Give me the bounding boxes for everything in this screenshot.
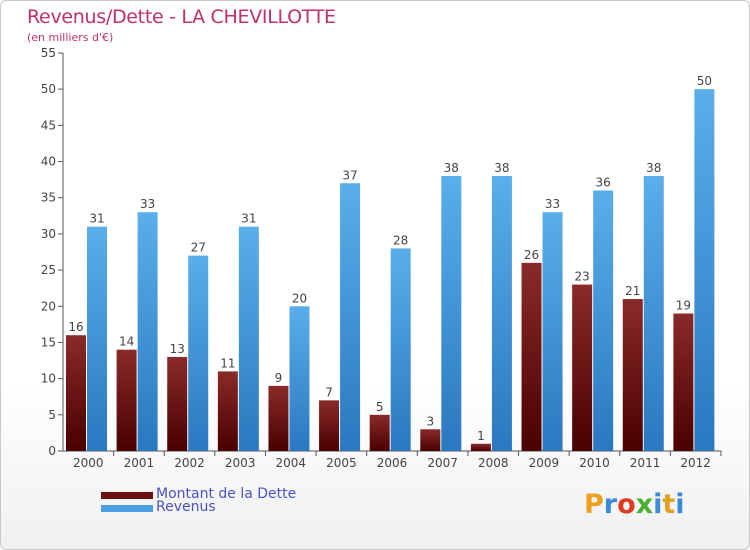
x-tick-label: 2010	[579, 456, 610, 470]
logo-letter: o	[617, 489, 636, 520]
data-label-dette: 1	[477, 429, 485, 443]
data-label-revenus: 50	[697, 74, 712, 88]
data-label-revenus: 28	[393, 233, 408, 247]
data-label-dette: 23	[575, 270, 590, 284]
logo-letter: P	[584, 489, 604, 520]
data-label-dette: 16	[68, 320, 83, 334]
x-tick-label: 2011	[630, 456, 661, 470]
y-tick-label: 40	[41, 155, 56, 169]
bar-dette	[369, 414, 390, 451]
data-label-revenus: 27	[191, 241, 206, 255]
data-label-revenus: 33	[140, 197, 155, 211]
y-tick-label: 20	[41, 299, 56, 313]
y-tick-label: 15	[41, 335, 56, 349]
x-tick-label: 2003	[225, 456, 256, 470]
data-label-dette: 3	[426, 414, 434, 428]
bar-revenus	[87, 226, 107, 451]
bar-dette	[673, 313, 694, 451]
logo-letter: t	[662, 489, 676, 520]
x-tick-label: 2000	[73, 456, 104, 470]
bar-dette	[116, 349, 137, 451]
x-tick-label: 2004	[275, 456, 306, 470]
bar-dette	[622, 299, 643, 451]
x-tick-label: 2012	[680, 456, 711, 470]
legend-dette-label: Montant de la Dette	[156, 486, 297, 502]
x-tick-label: 2002	[174, 456, 205, 470]
legend-revenus-label: Revenus	[156, 499, 216, 515]
bar-revenus	[643, 176, 664, 451]
data-label-dette: 14	[119, 335, 134, 349]
logo-letter: r	[603, 489, 618, 520]
bar-revenus	[340, 183, 361, 451]
bar-revenus	[289, 306, 310, 451]
logo-letter: x	[635, 489, 654, 520]
bar-dette	[521, 262, 542, 451]
data-label-revenus: 20	[292, 291, 307, 305]
legend-dette-swatch	[101, 492, 153, 499]
bar-dette	[217, 371, 238, 451]
legend-revenus-swatch	[101, 505, 153, 512]
bar-dette	[66, 335, 86, 451]
y-tick-label: 55	[41, 46, 56, 60]
bar-dette	[572, 284, 593, 451]
y-tick-label: 45	[41, 118, 56, 132]
bar-revenus	[542, 212, 563, 451]
data-label-dette: 26	[524, 248, 539, 262]
y-tick-label: 10	[41, 372, 56, 386]
data-label-dette: 19	[676, 299, 691, 313]
x-tick-label: 2009	[529, 456, 560, 470]
y-tick-label: 50	[41, 82, 56, 96]
y-tick-label: 35	[41, 191, 56, 205]
data-label-dette: 5	[376, 400, 384, 414]
data-label-dette: 11	[220, 356, 235, 370]
data-label-revenus: 38	[494, 161, 509, 175]
bar-dette	[420, 429, 441, 451]
x-tick-label: 2008	[478, 456, 509, 470]
bar-revenus	[188, 255, 209, 451]
data-label-revenus: 38	[444, 161, 459, 175]
logo-letter: i	[653, 489, 663, 520]
chart-title: Revenus/Dette - LA CHEVILLOTTE	[27, 6, 336, 28]
bar-revenus	[441, 176, 462, 451]
data-label-dette: 9	[275, 371, 283, 385]
data-label-dette: 13	[170, 342, 185, 356]
x-tick-label: 2005	[326, 456, 357, 470]
bar-revenus	[390, 248, 411, 451]
x-tick-label: 2007	[427, 456, 458, 470]
data-label-revenus: 31	[89, 212, 104, 226]
y-tick-label: 25	[41, 263, 56, 277]
bar-dette	[167, 356, 188, 451]
bar-revenus	[137, 212, 158, 451]
bar-dette	[268, 385, 289, 451]
data-label-revenus: 37	[342, 168, 357, 182]
data-label-revenus: 31	[241, 212, 256, 226]
x-tick-label: 2001	[124, 456, 155, 470]
y-tick-label: 30	[41, 227, 56, 241]
logo-letter: i	[675, 489, 685, 520]
y-tick-label: 0	[48, 444, 56, 458]
bar-dette	[470, 443, 491, 451]
bar-revenus	[593, 190, 614, 451]
bar-revenus	[238, 226, 259, 451]
proxiti-logo: Proxiti	[584, 489, 685, 520]
bar-revenus	[694, 89, 715, 451]
data-label-dette: 21	[625, 284, 640, 298]
chart-subtitle: (en milliers d'€)	[27, 31, 114, 44]
bar-revenus	[491, 176, 512, 451]
y-tick-label: 5	[48, 408, 56, 422]
data-label-revenus: 36	[596, 175, 611, 189]
bar-dette	[319, 400, 340, 451]
x-tick-label: 2006	[377, 456, 408, 470]
data-label-revenus: 38	[646, 161, 661, 175]
data-label-revenus: 33	[545, 197, 560, 211]
data-label-dette: 7	[325, 385, 333, 399]
